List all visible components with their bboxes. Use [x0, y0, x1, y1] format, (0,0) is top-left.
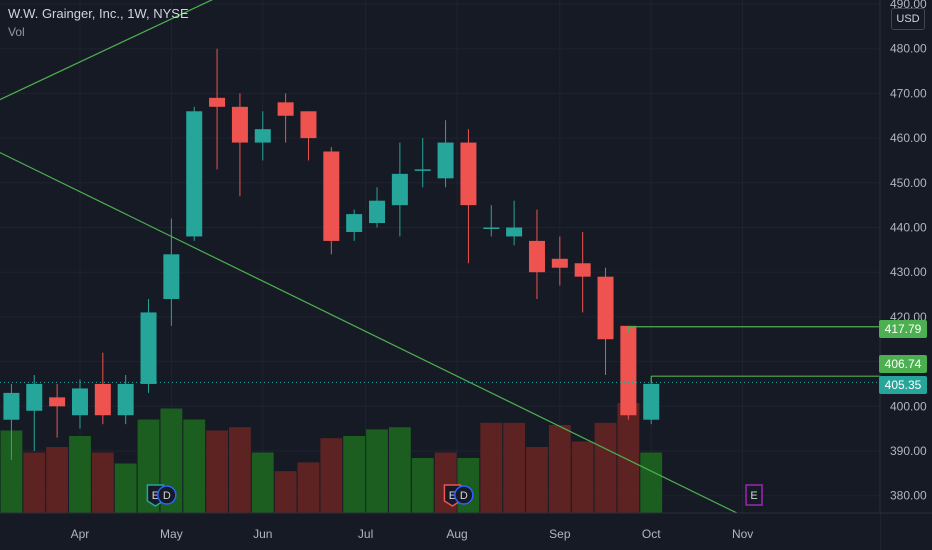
volume-bar [251, 452, 274, 513]
price-tag-line-low: 406.74 [879, 355, 927, 373]
price-tick-label: 400.00 [890, 399, 927, 413]
candle-body [231, 106, 248, 143]
candle-body [3, 392, 20, 420]
volume-bar [640, 452, 663, 513]
time-tick-label: May [160, 527, 183, 541]
candle-body [94, 383, 111, 416]
candle-body [346, 214, 363, 232]
candle-body [323, 151, 340, 241]
candle-body [369, 200, 386, 224]
candle-body [414, 169, 431, 171]
time-tick-label: Nov [732, 527, 753, 541]
volume-bar [571, 441, 594, 513]
volume-bar [206, 430, 228, 513]
price-tick-label: 470.00 [890, 86, 927, 100]
time-tick-label: Jul [358, 527, 373, 541]
volume-bar [594, 422, 617, 513]
event-letter: D [163, 490, 171, 502]
volume-bar [0, 430, 23, 513]
candle-body [117, 383, 134, 416]
volume-bar [46, 447, 69, 513]
volume-bar [274, 471, 297, 513]
volume-bar [229, 427, 251, 513]
volume-bar [183, 419, 206, 513]
candle-body [277, 102, 294, 116]
time-tick-label: Apr [71, 527, 90, 541]
time-tick-label: Jun [253, 527, 272, 541]
candle-body [551, 258, 568, 268]
price-tick-label: 440.00 [890, 221, 927, 235]
volume-bar [503, 422, 526, 513]
drawn-lines [0, 0, 880, 515]
volume-bar [69, 436, 91, 513]
volume-bar [23, 452, 46, 513]
time-axis[interactable]: Apr May Jun Jul Aug Sep Oct Nov [0, 512, 932, 550]
volume-bar [320, 438, 343, 513]
candle-body [254, 129, 271, 143]
candle-body [528, 240, 545, 273]
candle-body [300, 111, 317, 139]
candlesticks [3, 48, 660, 460]
price-tick-label: 430.00 [890, 265, 927, 279]
earnings-marker [745, 484, 763, 506]
time-axis-bg [0, 513, 880, 550]
volume-bar [91, 452, 114, 513]
volume-bar [480, 422, 503, 513]
candle-body [574, 263, 591, 277]
candle-body [483, 227, 500, 229]
volume-bar [617, 403, 640, 513]
price-tick-label: 450.00 [890, 176, 927, 190]
trend-line [0, 151, 739, 515]
price-tick-label: 390.00 [890, 444, 927, 458]
price-axis-bg [880, 0, 932, 550]
chart-legend: W.W. Grainger, Inc., 1W, NYSE Vol [8, 6, 189, 39]
event-letter: E [152, 490, 159, 502]
price-tick-label: 490.00 [890, 0, 927, 11]
volume-bar [548, 425, 571, 513]
volume-bar [526, 447, 548, 513]
candle-body [209, 97, 226, 107]
candle-body [643, 383, 660, 420]
volume-bar [343, 436, 366, 513]
time-tick-label: Aug [446, 527, 467, 541]
grid-lines [0, 0, 880, 513]
candle-body [506, 227, 523, 237]
candle-body [140, 312, 157, 384]
currency-badge[interactable]: USD [891, 8, 925, 30]
candle-body [71, 388, 88, 416]
price-axis[interactable]: 380.00390.00400.00410.00420.00430.00440.… [879, 0, 932, 550]
symbol-title[interactable]: W.W. Grainger, Inc., 1W, NYSE [8, 6, 189, 21]
trend-line [0, 0, 214, 101]
price-tag-line-high: 417.79 [879, 320, 927, 338]
volume-bar [411, 458, 434, 513]
dividend-marker [454, 485, 474, 505]
candle-body [597, 276, 614, 340]
volume-bar [366, 429, 388, 513]
time-tick-label: Oct [642, 527, 661, 541]
price-tick-label: 380.00 [890, 489, 927, 503]
volume-bar [388, 427, 411, 513]
volume-bar [114, 463, 137, 513]
candle-body [460, 142, 477, 206]
candle-body [163, 254, 180, 300]
time-tick-label: Sep [549, 527, 571, 541]
volume-bars [0, 403, 663, 513]
candle-body [391, 173, 408, 206]
volume-indicator-label[interactable]: Vol [8, 25, 25, 39]
candle-body [186, 111, 203, 237]
price-tick-label: 460.00 [890, 131, 927, 145]
volume-bar [297, 462, 320, 513]
price-tick-label: 480.00 [890, 42, 927, 56]
event-letter: E [750, 490, 757, 502]
candle-body [26, 383, 43, 411]
price-tag-last: 405.35 [879, 376, 927, 394]
event-letter: D [460, 490, 468, 502]
event-letter: E [449, 490, 456, 502]
candle-body [437, 142, 454, 179]
dividend-marker [157, 485, 177, 505]
candle-body [49, 397, 66, 407]
candle-body [620, 325, 637, 416]
